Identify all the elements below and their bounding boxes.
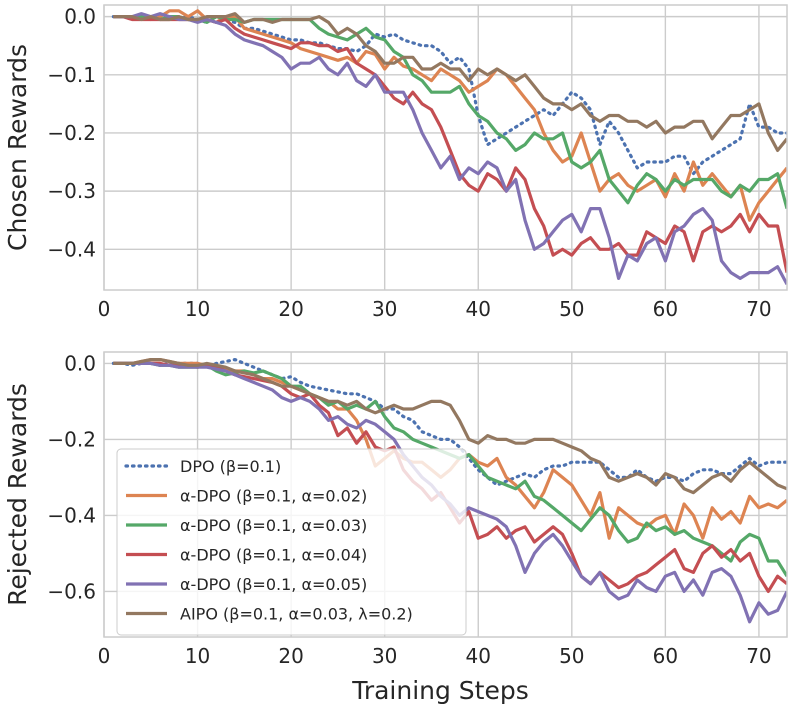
- axes-frame: [103, 4, 788, 291]
- y-tick-label: −0.2: [47, 121, 96, 145]
- y-tick-label: −0.2: [47, 427, 96, 451]
- series-group: [111, 9, 787, 285]
- axes-frame: [103, 351, 788, 638]
- x-tick-label: 10: [185, 297, 210, 321]
- legend-label: DPO (β=0.1): [180, 457, 281, 476]
- legend-label: α-DPO (β=0.1, α=0.02): [180, 487, 367, 506]
- series-line-5: [113, 12, 787, 152]
- x-tick-label: 10: [185, 644, 210, 668]
- series-line-5: [113, 358, 787, 495]
- legend-label: α-DPO (β=0.1, α=0.04): [180, 546, 367, 565]
- x-tick-label: 30: [372, 644, 397, 668]
- x-tick-label: 40: [466, 644, 491, 668]
- legend-box: [116, 448, 467, 636]
- y-tick-label: −0.3: [47, 179, 96, 203]
- y-axis-label: Chosen Rewards: [3, 44, 32, 251]
- x-tick-label: 50: [559, 297, 584, 321]
- y-tick-label: −0.4: [47, 237, 96, 261]
- series-line-2: [113, 15, 787, 210]
- y-tick-label: −0.4: [47, 503, 96, 527]
- legend: DPO (β=0.1) α-DPO (β=0.1, α=0.02) α-DPO (β…: [116, 448, 467, 636]
- x-tick-label: 30: [372, 297, 397, 321]
- y-axis-label: Rejected Rewards: [3, 383, 32, 606]
- y-tick-label: −0.1: [47, 63, 96, 87]
- x-tick-label: 40: [466, 297, 491, 321]
- x-tick-label: 20: [278, 297, 303, 321]
- x-tick-label: 0: [98, 297, 111, 321]
- y-tick-label: 0.0: [64, 351, 96, 375]
- series-line-4: [113, 12, 787, 285]
- series-line-0: [111, 15, 787, 176]
- y-tick-label: −0.6: [47, 579, 96, 603]
- legend-label: AIPO (β=0.1, α=0.03, λ=0.2): [180, 605, 413, 624]
- rejected-rewards-panel: 0 10 20 30 40 50 60 70 0.0 −0.2 −0.4 −0.6 Rejected R…: [3, 351, 788, 705]
- x-tick-label: 60: [653, 297, 678, 321]
- x-tick-label: 70: [746, 644, 771, 668]
- x-tick-label: 50: [559, 644, 584, 668]
- x-axis-label: Training Steps: [351, 676, 529, 705]
- x-tick-label: 70: [746, 297, 771, 321]
- legend-label: α-DPO (β=0.1, α=0.03): [180, 516, 367, 535]
- series-line-1: [113, 9, 787, 222]
- legend-label: α-DPO (β=0.1, α=0.05): [180, 575, 367, 594]
- series-line-3: [113, 15, 787, 273]
- chosen-rewards-panel: 0 10 20 30 40 50 60 70 0.0 −0.1 −0.2 −0.3 −0.4 Chosen…: [3, 4, 788, 321]
- x-tick-label: 20: [278, 644, 303, 668]
- y-tick-label: 0.0: [64, 5, 96, 29]
- x-tick-label: 0: [98, 644, 111, 668]
- x-tick-label: 60: [653, 644, 678, 668]
